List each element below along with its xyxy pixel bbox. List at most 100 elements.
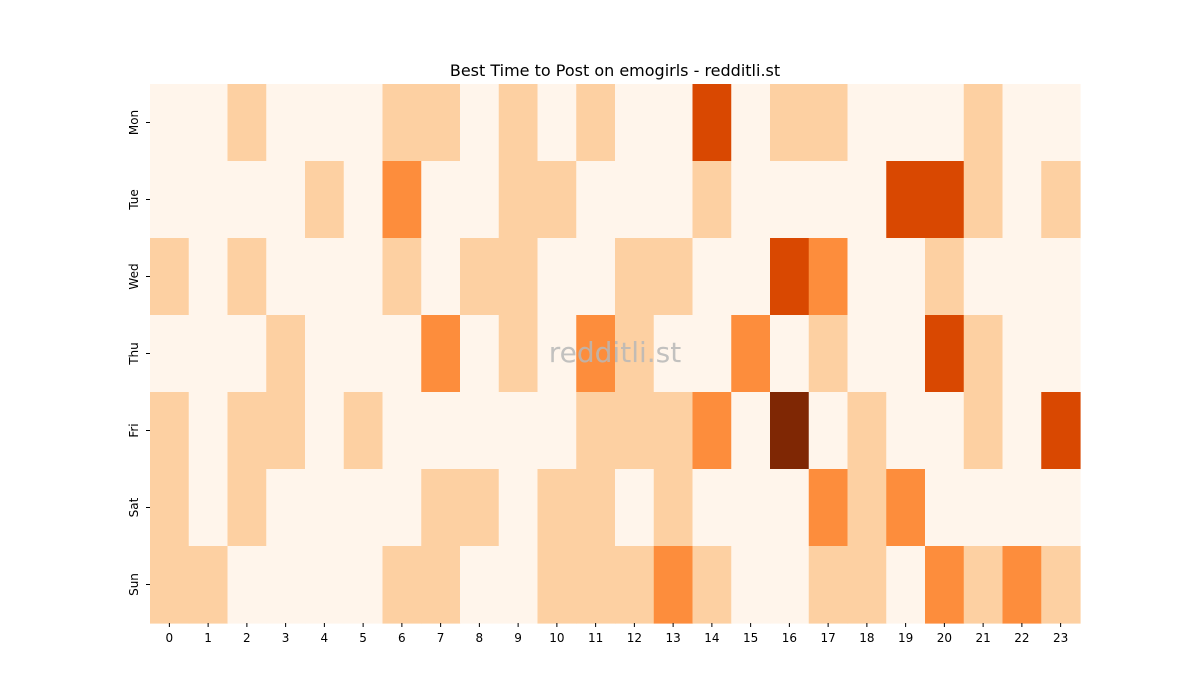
heatmap-cell (692, 161, 732, 239)
heatmap-cell (808, 315, 849, 393)
heatmap-cell (382, 315, 422, 393)
heatmap-cell (188, 161, 229, 239)
heatmap-cell (731, 315, 771, 393)
heatmap-cells (150, 84, 1081, 624)
x-tick-label: 12 (627, 631, 642, 645)
heatmap-cell (886, 392, 926, 470)
x-tick-label: 20 (937, 631, 952, 645)
heatmap-cell (150, 546, 190, 624)
x-tick-label: 11 (588, 631, 603, 645)
heatmap-cell (266, 238, 306, 316)
heatmap-cell (576, 315, 616, 393)
heatmap-cell (1041, 84, 1081, 162)
heatmap-cell (925, 238, 965, 316)
heatmap-cell (460, 315, 500, 393)
heatmap-cell (770, 546, 810, 624)
x-tick-label: 6 (398, 631, 406, 645)
heatmap-cell (460, 469, 500, 547)
y-tick-label: Mon (127, 110, 141, 135)
heatmap-cell (150, 161, 190, 239)
heatmap-cell (188, 546, 229, 624)
heatmap-cell (653, 161, 694, 239)
heatmap-cell (227, 392, 267, 470)
heatmap-cell (305, 84, 345, 162)
heatmap-cell (227, 84, 267, 162)
heatmap-cell (770, 315, 810, 393)
heatmap-cell (266, 469, 306, 547)
x-tick-label: 14 (704, 631, 719, 645)
x-tick-label: 5 (359, 631, 367, 645)
heatmap-cell (305, 161, 345, 239)
heatmap-cell (615, 84, 655, 162)
heatmap-cell (770, 84, 810, 162)
heatmap-cell (382, 84, 422, 162)
heatmap-cell (188, 315, 229, 393)
heatmap-cell (421, 469, 461, 547)
x-tick-label: 13 (665, 631, 680, 645)
chart-title: Best Time to Post on emogirls - redditli… (450, 61, 780, 80)
x-tick-label: 8 (476, 631, 484, 645)
x-tick-label: 7 (437, 631, 445, 645)
x-tick-label: 9 (514, 631, 522, 645)
heatmap-cell (770, 392, 810, 470)
heatmap-cell (1041, 161, 1081, 239)
heatmap-cell (421, 238, 461, 316)
heatmap-cell (1002, 392, 1042, 470)
heatmap-cell (925, 469, 965, 547)
y-tick-label: Tue (127, 189, 141, 211)
x-tick-label: 19 (898, 631, 913, 645)
heatmap-cell (421, 84, 461, 162)
heatmap-cell (615, 161, 655, 239)
heatmap-cell (925, 392, 965, 470)
heatmap-cell (731, 469, 771, 547)
heatmap-cell (847, 392, 887, 470)
heatmap-cell (305, 469, 345, 547)
heatmap-cell (576, 546, 616, 624)
heatmap-cell (770, 161, 810, 239)
heatmap-cell (188, 469, 229, 547)
x-tick-label: 15 (743, 631, 758, 645)
heatmap-cell (576, 392, 616, 470)
heatmap-cell (731, 84, 771, 162)
heatmap-cell (421, 315, 461, 393)
heatmap-cell (537, 546, 577, 624)
heatmap-cell (886, 84, 926, 162)
heatmap-cell (1002, 315, 1042, 393)
heatmap-cell (963, 84, 1004, 162)
heatmap-cell (576, 161, 616, 239)
heatmap-cell (692, 315, 732, 393)
heatmap-cell (808, 238, 849, 316)
heatmap-cell (266, 546, 306, 624)
heatmap-cell (731, 161, 771, 239)
heatmap-cell (653, 84, 694, 162)
x-tick-label: 10 (549, 631, 564, 645)
heatmap-cell (266, 315, 306, 393)
heatmap-cell (343, 546, 384, 624)
heatmap-cell (537, 84, 577, 162)
heatmap-cell (847, 315, 887, 393)
heatmap-cell (227, 469, 267, 547)
x-tick-label: 16 (782, 631, 797, 645)
x-axis: 0 1 2 3 4 5 6 7 8 9 10 11 12 13 14 15 16 17 18 19 20 21 22 23 (166, 623, 1068, 645)
y-tick-label: Fri (127, 423, 141, 437)
heatmap-cell (537, 238, 577, 316)
heatmap-cell (421, 546, 461, 624)
heatmap-cell (963, 238, 1004, 316)
heatmap-cell (498, 315, 539, 393)
heatmap-cell (731, 546, 771, 624)
heatmap-cell (227, 315, 267, 393)
heatmap-cell (1002, 238, 1042, 316)
heatmap-cell (653, 546, 694, 624)
heatmap-cell (925, 161, 965, 239)
heatmap-cell (1002, 546, 1042, 624)
heatmap-cell (421, 392, 461, 470)
heatmap-cell (382, 238, 422, 316)
heatmap-cell (498, 546, 539, 624)
heatmap-cell (1041, 546, 1081, 624)
x-tick-label: 3 (282, 631, 290, 645)
heatmap-cell (615, 315, 655, 393)
heatmap-cell (847, 238, 887, 316)
heatmap-cell (498, 238, 539, 316)
heatmap-cell (1002, 161, 1042, 239)
heatmap-cell (963, 315, 1004, 393)
